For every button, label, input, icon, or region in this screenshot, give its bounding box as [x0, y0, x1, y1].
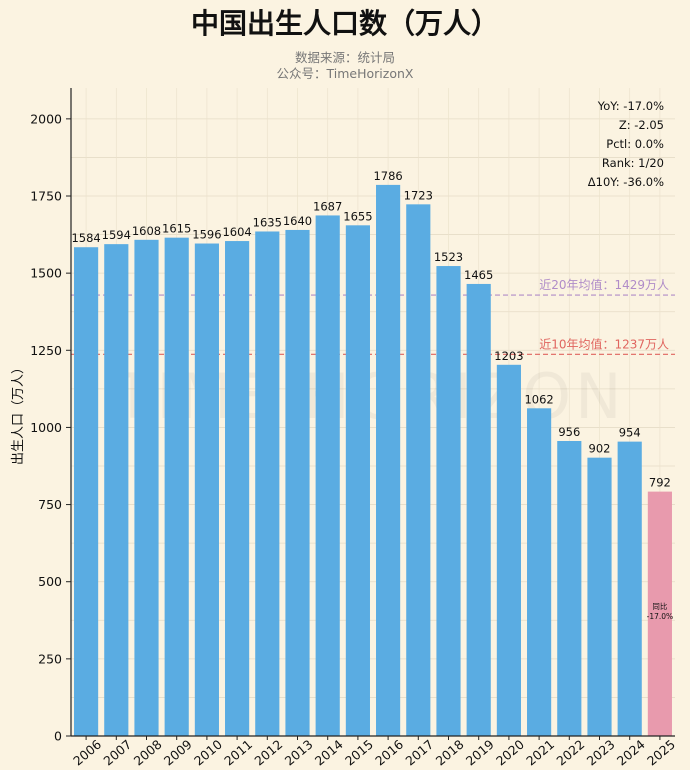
- x-tick-label: 2009: [161, 737, 195, 769]
- bar-2020: [496, 364, 521, 736]
- x-tick-label: 2022: [553, 737, 587, 769]
- value-label-2024: 954: [619, 426, 641, 440]
- chart-title: 中国出生人口数（万人）: [190, 7, 499, 40]
- x-tick-label: 2017: [402, 737, 436, 769]
- bar-2017: [406, 204, 431, 736]
- y-tick-label: 0: [54, 729, 62, 744]
- stat-line: Pctl: 0.0%: [606, 137, 664, 151]
- bar-2015: [345, 225, 370, 737]
- x-tick-label: 2007: [100, 737, 134, 769]
- bar-2011: [225, 241, 250, 736]
- y-tick-label: 1500: [30, 266, 62, 281]
- bar-2007: [104, 244, 129, 736]
- value-label-2012: 1635: [253, 215, 282, 229]
- bars: [74, 184, 672, 737]
- value-label-2013: 1640: [283, 214, 312, 228]
- x-tick-label: 2006: [70, 737, 104, 769]
- y-tick-label: 750: [38, 497, 62, 512]
- bar-2016: [376, 184, 401, 737]
- bar-2012: [255, 231, 280, 736]
- x-tick-label: 2018: [433, 737, 467, 769]
- x-tick-label: 2024: [614, 737, 648, 769]
- value-label-2017: 1723: [404, 188, 433, 202]
- bar-2008: [134, 239, 159, 736]
- bar-2013: [285, 229, 310, 736]
- x-tick-label: 2023: [584, 737, 618, 769]
- bar-2019: [466, 283, 491, 736]
- value-label-2020: 1203: [494, 349, 523, 363]
- stat-line: Rank: 1/20: [602, 156, 664, 170]
- chart-subtitle: 数据来源：统计局 公众号：TimeHorizonX: [0, 50, 690, 82]
- stats-box: YoY: -17.0% Z: -2.05 Pctl: 0.0% Rank: 1/20 Δ…: [588, 99, 664, 189]
- value-label-2014: 1687: [313, 199, 342, 213]
- value-label-2007: 1594: [102, 228, 131, 242]
- bar-2006: [74, 247, 99, 737]
- reference-line-label: 近10年均值：1237万人: [539, 336, 669, 351]
- value-label-2021: 1062: [524, 392, 553, 406]
- value-label-2019: 1465: [464, 268, 493, 282]
- reference-line-label: 近20年均值：1429万人: [539, 277, 669, 292]
- stat-line: YoY: -17.0%: [597, 99, 664, 113]
- x-tick-label: 2012: [251, 737, 285, 769]
- x-tick-label: 2008: [131, 737, 165, 769]
- bar-2009: [164, 237, 189, 736]
- bar-2018: [436, 266, 461, 736]
- stat-line: Z: -2.05: [619, 118, 664, 132]
- x-tick-label: 2016: [372, 737, 406, 769]
- x-tick-label: 2011: [221, 737, 255, 769]
- x-tick-label: 2019: [463, 737, 497, 769]
- y-tick-label: 1000: [30, 420, 62, 435]
- bar-2023: [587, 457, 612, 736]
- bar-2025: [647, 491, 672, 736]
- value-label-2008: 1608: [132, 224, 161, 238]
- value-label-2011: 1604: [222, 225, 251, 239]
- y-tick-label: 1750: [30, 189, 62, 204]
- x-tick-label: 2021: [523, 737, 557, 769]
- y-tick-label: 1250: [30, 343, 62, 358]
- stat-line: Δ10Y: -36.0%: [588, 175, 664, 189]
- value-label-2025: 792: [649, 476, 671, 490]
- x-tick-label: 2010: [191, 737, 225, 769]
- y-axis-label: 出生人口（万人）: [11, 361, 26, 465]
- y-tick-label: 2000: [30, 111, 62, 126]
- x-tick-label: 2015: [342, 737, 376, 769]
- value-label-2022: 956: [558, 425, 580, 439]
- highlight-bar-label: 同比: [652, 601, 667, 611]
- x-tick-label: 2025: [644, 737, 678, 769]
- bar-2010: [194, 243, 219, 736]
- value-label-2006: 1584: [71, 231, 100, 245]
- value-label-2023: 902: [589, 442, 611, 456]
- value-label-2018: 1523: [434, 250, 463, 264]
- bar-2014: [315, 215, 340, 736]
- subtitle-account: 公众号：TimeHorizonX: [276, 66, 414, 81]
- value-label-2010: 1596: [192, 228, 221, 242]
- value-label-2009: 1615: [162, 222, 191, 236]
- y-tick-label: 250: [38, 651, 62, 666]
- bar-2022: [557, 441, 582, 736]
- y-tick-label: 500: [38, 574, 62, 589]
- highlight-bar-value: -17.0%: [647, 612, 674, 621]
- value-label-2015: 1655: [343, 209, 372, 223]
- bar-2021: [527, 408, 552, 736]
- x-tick-label: 2013: [282, 737, 316, 769]
- x-tick-label: 2014: [312, 737, 346, 769]
- value-label-2016: 1786: [373, 169, 402, 183]
- x-tick-label: 2020: [493, 737, 527, 769]
- subtitle-source: 数据来源：统计局: [294, 50, 395, 65]
- bar-2024: [617, 441, 642, 736]
